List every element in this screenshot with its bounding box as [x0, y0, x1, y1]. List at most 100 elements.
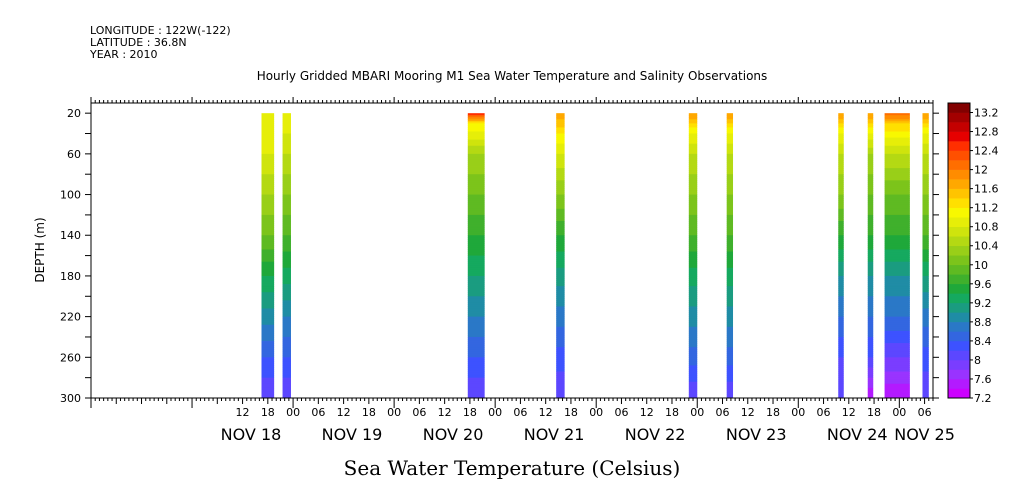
- data-cell: [688, 202, 698, 206]
- data-cell: [261, 245, 275, 248]
- data-cell: [556, 147, 565, 151]
- data-cell: [282, 162, 291, 165]
- data-cell: [884, 188, 910, 191]
- data-cell: [922, 359, 929, 362]
- data-cell: [556, 288, 565, 291]
- data-cell: [467, 208, 485, 212]
- data-cell: [261, 345, 275, 348]
- data-cell: [282, 135, 291, 138]
- data-cell: [556, 216, 565, 220]
- data-cell: [556, 247, 565, 250]
- data-cell: [726, 284, 734, 287]
- data-cell: [838, 247, 844, 250]
- data-cell: [467, 241, 485, 244]
- data-cell: [282, 174, 291, 177]
- data-cell: [688, 188, 698, 191]
- data-cell: [282, 129, 291, 132]
- data-cell: [884, 336, 910, 340]
- data-cell: [884, 227, 910, 230]
- data-cell: [726, 133, 734, 136]
- data-cell: [838, 334, 844, 338]
- data-cell: [467, 137, 485, 141]
- data-cell: [867, 284, 874, 287]
- data-cell: [922, 139, 929, 143]
- data-cell: [922, 290, 929, 293]
- data-cell: [922, 168, 929, 171]
- data-cell: [467, 119, 485, 122]
- data-cell: [922, 245, 929, 248]
- data-cell: [726, 168, 734, 171]
- y-tick-label: 300: [60, 392, 81, 405]
- data-cell: [467, 255, 485, 259]
- data-cell: [467, 367, 485, 370]
- data-cell: [261, 306, 275, 309]
- data-cell: [261, 363, 275, 366]
- data-cell: [838, 343, 844, 346]
- data-cell: [467, 328, 485, 332]
- data-cell: [838, 147, 844, 151]
- data-cell: [884, 194, 910, 197]
- data-cell: [884, 178, 910, 181]
- data-column: [884, 113, 910, 399]
- data-cell: [726, 320, 734, 324]
- data-cell: [884, 371, 910, 374]
- data-cell: [922, 166, 929, 169]
- data-cell: [556, 190, 565, 193]
- data-cell: [867, 300, 874, 303]
- data-cell: [688, 284, 698, 287]
- data-cell: [556, 225, 565, 228]
- data-cell: [838, 143, 844, 147]
- data-cell: [261, 141, 275, 145]
- data-cell: [556, 166, 565, 169]
- data-cell: [726, 336, 734, 340]
- data-cell: [838, 298, 844, 301]
- data-cell: [282, 308, 291, 311]
- data-cell: [261, 121, 275, 124]
- data-cell: [726, 298, 734, 301]
- data-cell: [884, 153, 910, 157]
- data-cell: [922, 117, 929, 120]
- data-cell: [261, 218, 275, 222]
- data-cell: [838, 261, 844, 265]
- data-cell: [556, 357, 565, 360]
- data-cell: [922, 357, 929, 360]
- data-cell: [726, 353, 734, 356]
- data-cell: [867, 310, 874, 313]
- data-cell: [467, 271, 485, 275]
- data-cell: [556, 212, 565, 216]
- data-cell: [282, 363, 291, 366]
- data-cell: [261, 387, 275, 391]
- data-cell: [556, 251, 565, 254]
- data-cell: [261, 119, 275, 122]
- data-cell: [556, 237, 565, 240]
- data-cell: [467, 200, 485, 204]
- data-cell: [261, 147, 275, 151]
- data-cell: [726, 381, 734, 385]
- colorbar-swatch: [948, 131, 970, 142]
- data-cell: [556, 125, 565, 128]
- data-cell: [556, 194, 565, 197]
- data-cell: [467, 141, 485, 145]
- data-cell: [467, 292, 485, 295]
- data-cell: [838, 318, 844, 322]
- data-cell: [838, 351, 844, 354]
- data-cell: [726, 363, 734, 366]
- data-cell: [867, 133, 874, 136]
- data-cell: [922, 153, 929, 157]
- data-cell: [838, 363, 844, 366]
- data-cell: [556, 387, 565, 391]
- data-cell: [261, 284, 275, 287]
- data-cell: [726, 249, 734, 252]
- data-cell: [867, 355, 874, 358]
- x-day-label: NOV 18: [221, 425, 282, 444]
- data-cell: [688, 180, 698, 183]
- data-cell: [867, 387, 874, 391]
- data-cell: [838, 361, 844, 364]
- data-cell: [867, 176, 874, 179]
- data-cell: [884, 263, 910, 267]
- data-cell: [884, 334, 910, 338]
- data-cell: [726, 310, 734, 313]
- data-cell: [884, 218, 910, 222]
- data-cell: [726, 225, 734, 228]
- data-cell: [867, 227, 874, 230]
